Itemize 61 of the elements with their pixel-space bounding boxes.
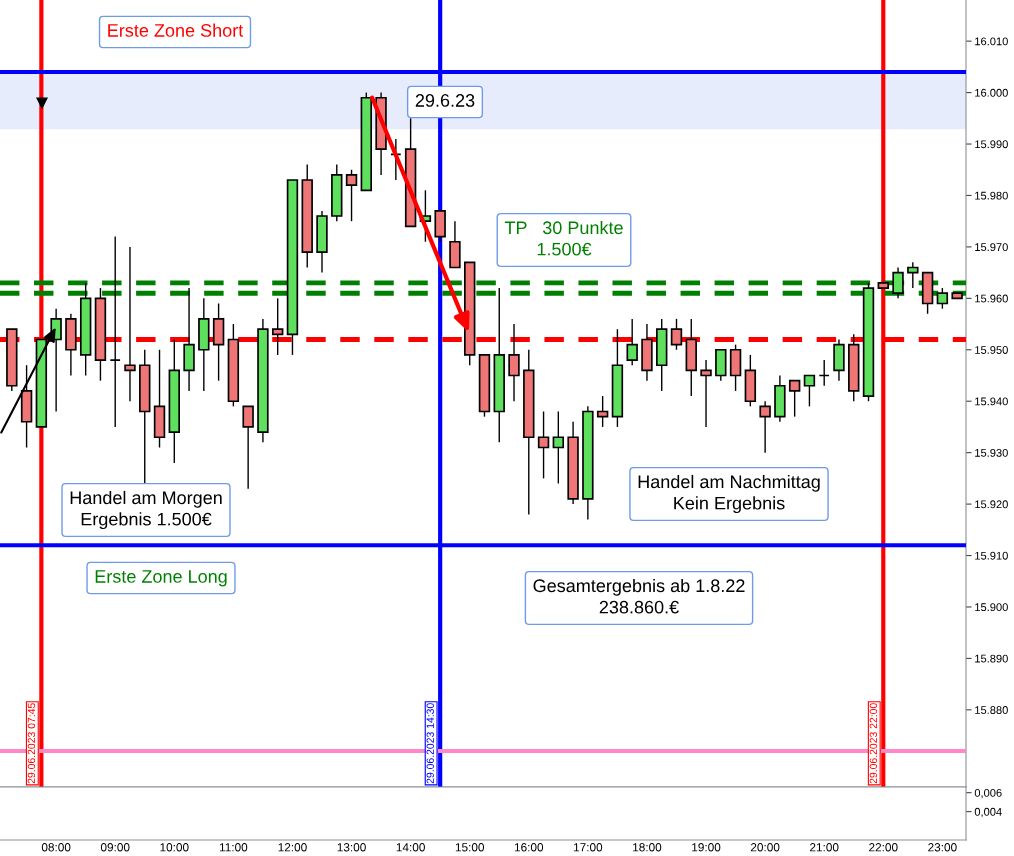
y-tick-label: 15.940 [975, 397, 1008, 406]
x-tick-label: 19:00 [692, 843, 721, 852]
x-tick-label: 23:00 [928, 843, 957, 852]
y-tick-label: 15.900 [975, 603, 1008, 612]
candlestick [109, 235, 121, 428]
candlestick [124, 246, 136, 402]
annotation: Gesamtergebnis ab 1.8.22 238.860.€ [533, 578, 745, 614]
x-tick-label: 10:00 [160, 843, 189, 852]
x-tick-label: 14:00 [396, 843, 425, 852]
candlestick [537, 410, 550, 480]
candlestick [345, 169, 358, 222]
x-tick-label: 15:00 [455, 843, 485, 852]
candlestick [626, 318, 638, 366]
x-tick-label: 21:00 [810, 843, 839, 852]
y-tick-label: 16.000 [975, 88, 1008, 97]
ref-line-label: 29.06.2023 07:45 [27, 703, 36, 784]
y-tick-label: 15.980 [975, 191, 1008, 200]
x-tick-label: 16:00 [514, 843, 544, 852]
candlestick [242, 405, 254, 490]
y-tick-label: 15.880 [975, 706, 1008, 714]
y-tick-label: 15.890 [975, 654, 1008, 663]
annotation: TP 30 Punkte 1.500€ [504, 220, 623, 256]
candlestick [936, 287, 949, 310]
annotation: Handel am Nachmittag Kein Ergebnis [638, 474, 820, 514]
y-tick-label: 15.970 [975, 243, 1008, 252]
x-tick-label: 12:00 [278, 843, 307, 852]
y-tick-label: 15.950 [975, 346, 1008, 354]
candlestick [818, 359, 830, 387]
annotation: Erste Zone Long [95, 570, 227, 587]
candlestick [788, 379, 801, 418]
candlestick [670, 318, 683, 351]
candlestick [907, 261, 919, 289]
y-tick-label: 0,006 [974, 788, 1002, 799]
candlestick [271, 297, 284, 356]
candlestick [552, 410, 565, 485]
x-tick-label: 13:00 [337, 843, 366, 852]
candlestick [700, 359, 712, 428]
y-tick-label: 15.930 [975, 448, 1008, 457]
y-tick-label: 0,004 [974, 807, 1002, 818]
x-tick-label: 22:00 [869, 843, 898, 852]
ref-line-label: 29.06.2023 14:30 [426, 703, 434, 784]
annotation: Handel am Morgen Ergebnis 1.500€ [70, 490, 222, 530]
y-tick-label: 15.920 [975, 500, 1008, 509]
y-tick-label: 15.910 [975, 551, 1008, 560]
candlestick [759, 400, 771, 454]
y-tick-label: 15.990 [975, 140, 1008, 149]
y-tick-label: 15.960 [975, 294, 1008, 303]
candlestick [892, 266, 904, 300]
candlestick [803, 374, 816, 408]
candlestick [390, 138, 402, 181]
annotation: 29.6.23 [415, 94, 475, 107]
ref-line-label: 29.06.2023 22:00 [869, 703, 878, 784]
y-tick-label: 16.010 [975, 37, 1008, 46]
x-tick-label: 17:00 [574, 843, 603, 852]
x-tick-label: 18:00 [633, 843, 662, 852]
x-tick-label: 08:00 [41, 843, 71, 852]
candlestick [508, 323, 520, 402]
annotation: Erste Zone Short [108, 23, 244, 37]
x-tick-label: 20:00 [750, 843, 780, 852]
x-tick-label: 09:00 [100, 843, 130, 852]
x-tick-label: 11:00 [219, 843, 248, 852]
